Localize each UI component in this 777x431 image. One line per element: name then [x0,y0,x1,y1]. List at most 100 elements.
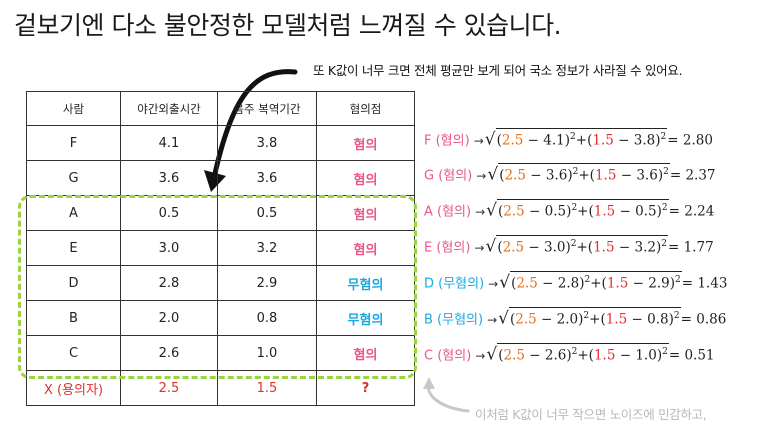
cell-person: X (용의자) [26,370,121,406]
distance-calc-line: F (혐의) →√(2.5 − 4.1)2+(1.5 − 3.8)2= 2.80 [424,128,713,150]
calc-result: 0.51 [684,347,715,364]
point-value: 3.2 [634,239,656,256]
cell-person: E [26,230,121,266]
calc-result: 2.24 [684,203,715,220]
distance-calc-line: E (혐의) →√(2.5 − 3.0)2+(1.5 − 3.2)2= 1.77 [424,235,714,257]
sqrt-icon: √ [487,164,499,185]
query-value: 2.5 [516,275,538,292]
cell-night-out: 0.5 [120,195,218,231]
arrow-k-small [426,381,470,413]
query-value: 2.5 [501,132,524,149]
sqrt-icon: √ [486,344,498,365]
data-table: 사람 야간외출시간 음주 복역기간 혐의점 F 4.1 3.8 혐의 G 3.6 3.6 혐의… [26,91,415,406]
cell-suspicion: 혐의 [316,230,415,266]
cell-suspicion: 혐의 [316,195,415,231]
cell-sentence: 0.5 [217,195,317,231]
table-row: E 3.0 3.2 혐의 [26,230,415,266]
calc-result: 2.80 [682,132,713,149]
point-value: 0.8 [647,311,669,328]
radicand: (2.5 − 3.6)2+(1.5 − 3.6)2 [498,163,670,184]
radicand: (2.5 − 0.5)2+(1.5 − 0.5)2 [497,199,669,220]
point-value: 2.8 [557,275,580,292]
cell-sentence: 1.0 [217,335,317,371]
table-row: G 3.6 3.6 혐의 [26,160,415,196]
arrow-icon: → [474,240,485,255]
query-value: 2.5 [503,203,525,220]
point-value: 3.0 [544,239,566,256]
distance-calc-line: A (혐의) →√(2.5 − 0.5)2+(1.5 − 0.5)2= 2.24 [424,199,715,221]
table-row: B 2.0 0.8 무혐의 [26,300,415,336]
query-value: 1.5 [605,311,628,328]
point-value: 0.5 [635,203,657,220]
calc-result: 1.77 [683,239,714,256]
sqrt-icon: √ [486,200,497,221]
cell-suspicion: 혐의 [316,335,415,371]
arrow-icon: → [487,312,498,327]
point-value: 2.9 [648,275,670,292]
arrow-icon: → [473,133,484,148]
cell-night-out: 2.5 [120,370,218,406]
cell-suspicion: 혐의 [316,125,415,161]
header-suspicion: 혐의점 [316,91,415,126]
radicand: (2.5 − 3.0)2+(1.5 − 3.2)2 [496,235,668,256]
note-top: 또 K값이 너무 크면 전체 평균만 보게 되어 국소 정보가 사라질 수 있어… [313,63,683,78]
calc-label: B (무혐의) [424,312,484,328]
cell-night-out: 3.6 [120,160,218,196]
note-bottom: 이처럼 K값이 너무 작으면 노이즈에 민감하고, [475,407,707,422]
radicand: (2.5 − 2.0)2+(1.5 − 0.8)2 [508,307,681,328]
calc-result: 1.43 [697,275,728,292]
calc-result: 0.86 [696,311,727,328]
cell-suspicion: ? [316,370,415,406]
query-value: 1.5 [594,167,617,184]
sqrt-icon: √ [498,308,509,329]
arrow-icon: → [475,348,486,363]
query-value: 1.5 [593,347,616,364]
cell-sentence: 2.9 [217,265,317,301]
arrow-icon: → [475,204,486,219]
point-value: 3.8 [633,132,656,149]
table-header-row: 사람 야간외출시간 음주 복역기간 혐의점 [26,91,415,126]
cell-person: C [26,335,121,371]
query-value: 2.5 [503,347,525,364]
calc-label: G (혐의) [424,168,473,184]
radicand: (2.5 − 4.1)2+(1.5 − 3.8)2 [495,128,668,149]
cell-night-out: 2.0 [120,300,218,336]
cell-sentence: 1.5 [217,370,317,406]
calc-label: D (무혐의) [424,276,485,292]
query-value: 2.5 [502,239,525,256]
arrow-head-k-small [423,377,435,389]
table-row: D 2.8 2.9 무혐의 [26,265,415,301]
cell-night-out: 2.6 [120,335,218,371]
table-row: C 2.6 1.0 혐의 [26,335,415,371]
sqrt-icon: √ [484,129,496,150]
cell-person: F [26,125,121,161]
calc-label: A (혐의) [424,204,472,220]
radicand: (2.5 − 2.8)2+(1.5 − 2.9)2 [510,271,682,292]
distance-calc-line: C (혐의) →√(2.5 − 2.6)2+(1.5 − 1.0)2= 0.51 [424,343,715,365]
query-value: 2.5 [504,167,526,184]
calc-label: C (혐의) [424,348,472,364]
query-value: 1.5 [593,203,616,220]
cell-sentence: 0.8 [217,300,317,336]
query-value: 1.5 [592,132,614,149]
table-row: F 4.1 3.8 혐의 [26,125,415,161]
calc-result: 2.37 [685,167,716,184]
cell-person: G [26,160,121,196]
distance-calc-line: D (무혐의) →√(2.5 − 2.8)2+(1.5 − 2.9)2= 1.43 [424,271,728,293]
point-value: 0.5 [544,203,567,220]
point-value: 4.1 [543,132,565,149]
cell-sentence: 3.2 [217,230,317,266]
header-sentence: 음주 복역기간 [217,91,317,126]
arrow-icon: → [476,168,487,183]
cell-sentence: 3.6 [217,160,317,196]
sqrt-icon: √ [499,272,511,293]
table-row-query: X (용의자) 2.5 1.5? [26,370,415,406]
sqrt-icon: √ [485,236,497,257]
point-value: 3.6 [636,167,658,184]
table-row: A 0.5 0.5 혐의 [26,195,415,231]
cell-suspicion: 혐의 [316,160,415,196]
query-value: 2.5 [515,311,537,328]
query-value: 1.5 [593,239,615,256]
page-title: 겉보기엔 다소 불안정한 모델처럼 느껴질 수 있습니다. [14,11,562,40]
radicand: (2.5 − 2.6)2+(1.5 − 1.0)2 [497,343,669,364]
